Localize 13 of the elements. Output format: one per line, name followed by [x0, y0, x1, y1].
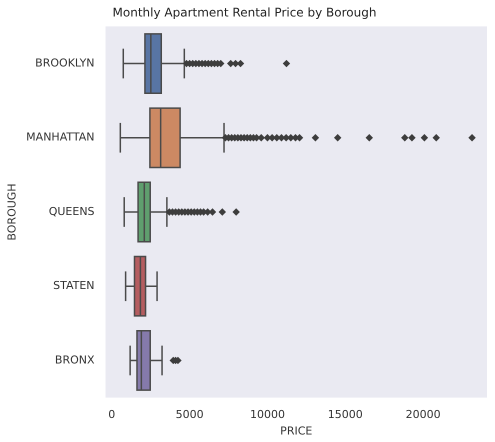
x-tick-label: 5000 [176, 408, 204, 422]
y-tick-label: QUEENS [48, 204, 95, 218]
x-axis-title: PRICE [280, 424, 312, 438]
chart-title: Monthly Apartment Rental Price by Borough [112, 5, 376, 20]
x-tick-label: 20000 [406, 408, 441, 422]
y-tick-label: STATEN [53, 279, 95, 292]
x-tick-label: 0 [108, 408, 116, 422]
y-tick-label: MANHATTAN [26, 130, 95, 144]
y-axis-title: BOROUGH [5, 183, 18, 241]
y-tick-label: BRONX [54, 353, 95, 366]
y-tick-label: BROOKLYN [35, 56, 95, 70]
x-tick-label: 10000 [250, 408, 285, 422]
x-tick-label: 15000 [328, 408, 363, 422]
